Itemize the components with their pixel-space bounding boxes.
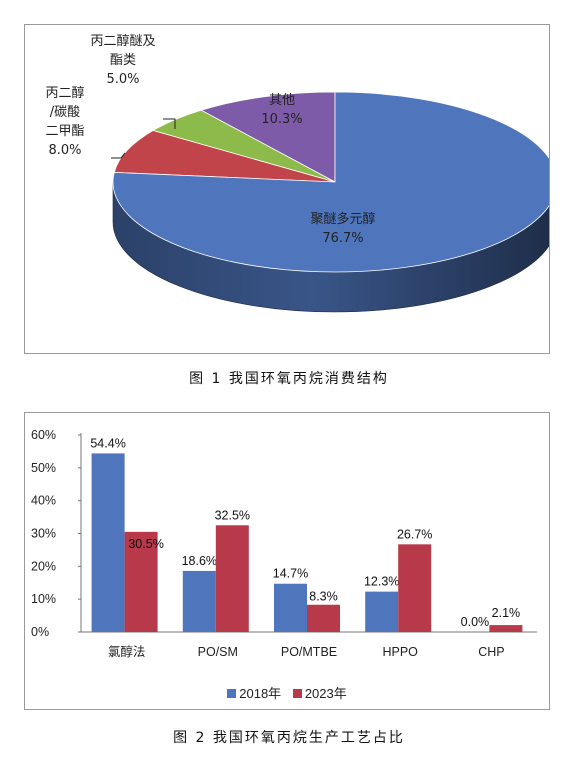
bar-2018年-HPPO	[365, 591, 399, 632]
x-tick-label: PO/SM	[198, 645, 238, 659]
slice-other	[200, 91, 336, 183]
slice-propylene-glycol	[113, 130, 336, 183]
pie-chart-panel: 聚醚多元醇 76.7% 丙二醇/碳酸二甲酯 8.0% 丙二醇醚及酯类 5.0% 其他 10.3…	[24, 24, 550, 354]
bar-2018年-氯醇法	[91, 453, 125, 632]
label-propylene-glycol-line-2: 二甲酯	[45, 124, 84, 139]
data-label-2023年-CHP: 2.1%	[492, 606, 521, 620]
y-tick-label: 50%	[31, 461, 56, 475]
label-polyether-line-0: 聚醚多元醇	[310, 211, 375, 227]
legend-swatch-2023	[292, 689, 302, 698]
bar-2018年-PO/MTBE	[274, 583, 307, 632]
legend-label-2018: 2018年	[239, 686, 282, 701]
y-tick-label: 60%	[31, 428, 56, 442]
bar-2023年-氯醇法	[124, 531, 158, 632]
y-tick-label: 0%	[31, 625, 49, 639]
label-other-line-1: 10.3%	[261, 112, 302, 127]
x-tick-label: HPPO	[382, 645, 418, 659]
bar-2018年-PO/SM	[182, 570, 216, 632]
leader-line-propylene-glycol	[111, 152, 126, 159]
data-label-2018年-CHP: 0.0%	[461, 615, 490, 629]
legend-swatch-2018	[227, 689, 237, 698]
bar-2023年-HPPO	[398, 544, 432, 632]
data-label-2023年-PO/MTBE: 8.3%	[309, 590, 338, 604]
label-glycol-ether-line-2: 5.0%	[106, 72, 139, 87]
x-tick-label: CHP	[478, 645, 504, 659]
label-propylene-glycol-line-0: 丙二醇	[45, 85, 84, 101]
x-tick-label: PO/MTBE	[281, 645, 337, 659]
legend-item-2018: 2018年	[227, 683, 281, 702]
bar-2023年-CHP	[489, 625, 523, 632]
label-polyether-line-1: 76.7%	[322, 231, 363, 246]
data-label-2018年-HPPO: 12.3%	[364, 575, 399, 589]
label-other-line-0: 其他	[269, 93, 295, 108]
data-label-2018年-氯醇法: 54.4%	[90, 436, 125, 450]
x-tick-label: 氯醇法	[108, 644, 146, 659]
figure-2-caption: 图 2 我国环氧丙烷生产工艺占比	[173, 730, 405, 746]
figure-1-caption: 图 1 我国环氧丙烷消费结构	[189, 371, 389, 387]
bar-chart-panel: 0% 10% 20% 30% 40% 50% 60% 54.4% 30.5% 氯醇法 18.6% 32…	[24, 412, 550, 710]
y-tick-label: 30%	[31, 527, 56, 541]
data-label-2023年-PO/SM: 32.5%	[215, 508, 250, 522]
label-propylene-glycol-line-3: 8.0%	[48, 143, 81, 158]
data-label-2023年-氯醇法: 30.5%	[128, 537, 163, 551]
label-glycol-ether-line-0: 丙二醇醚及	[90, 33, 155, 49]
bar-legend: 2018年 2023年	[25, 683, 549, 702]
bar-2023年-PO/SM	[215, 525, 249, 632]
bar-chart: 0% 10% 20% 30% 40% 50% 60% 54.4% 30.5% 氯醇法 18.6% 32…	[31, 428, 537, 659]
bar-2023年-PO/MTBE	[307, 604, 340, 632]
data-label-2018年-PO/SM: 18.6%	[182, 554, 217, 568]
slice-polyether	[112, 91, 549, 273]
label-propylene-glycol-line-1: /碳酸	[50, 105, 80, 120]
data-label-2018年-PO/MTBE: 14.7%	[273, 567, 308, 581]
legend-label-2023: 2023年	[304, 686, 347, 701]
data-label-2023年-HPPO: 26.7%	[397, 527, 432, 541]
label-glycol-ether-line-1: 酯类	[110, 53, 136, 68]
y-tick-label: 10%	[31, 592, 56, 606]
y-tick-label: 20%	[31, 559, 56, 573]
y-tick-label: 40%	[31, 494, 56, 508]
legend-item-2023: 2023年	[292, 683, 347, 702]
leader-line-glycol-ether	[163, 118, 176, 129]
